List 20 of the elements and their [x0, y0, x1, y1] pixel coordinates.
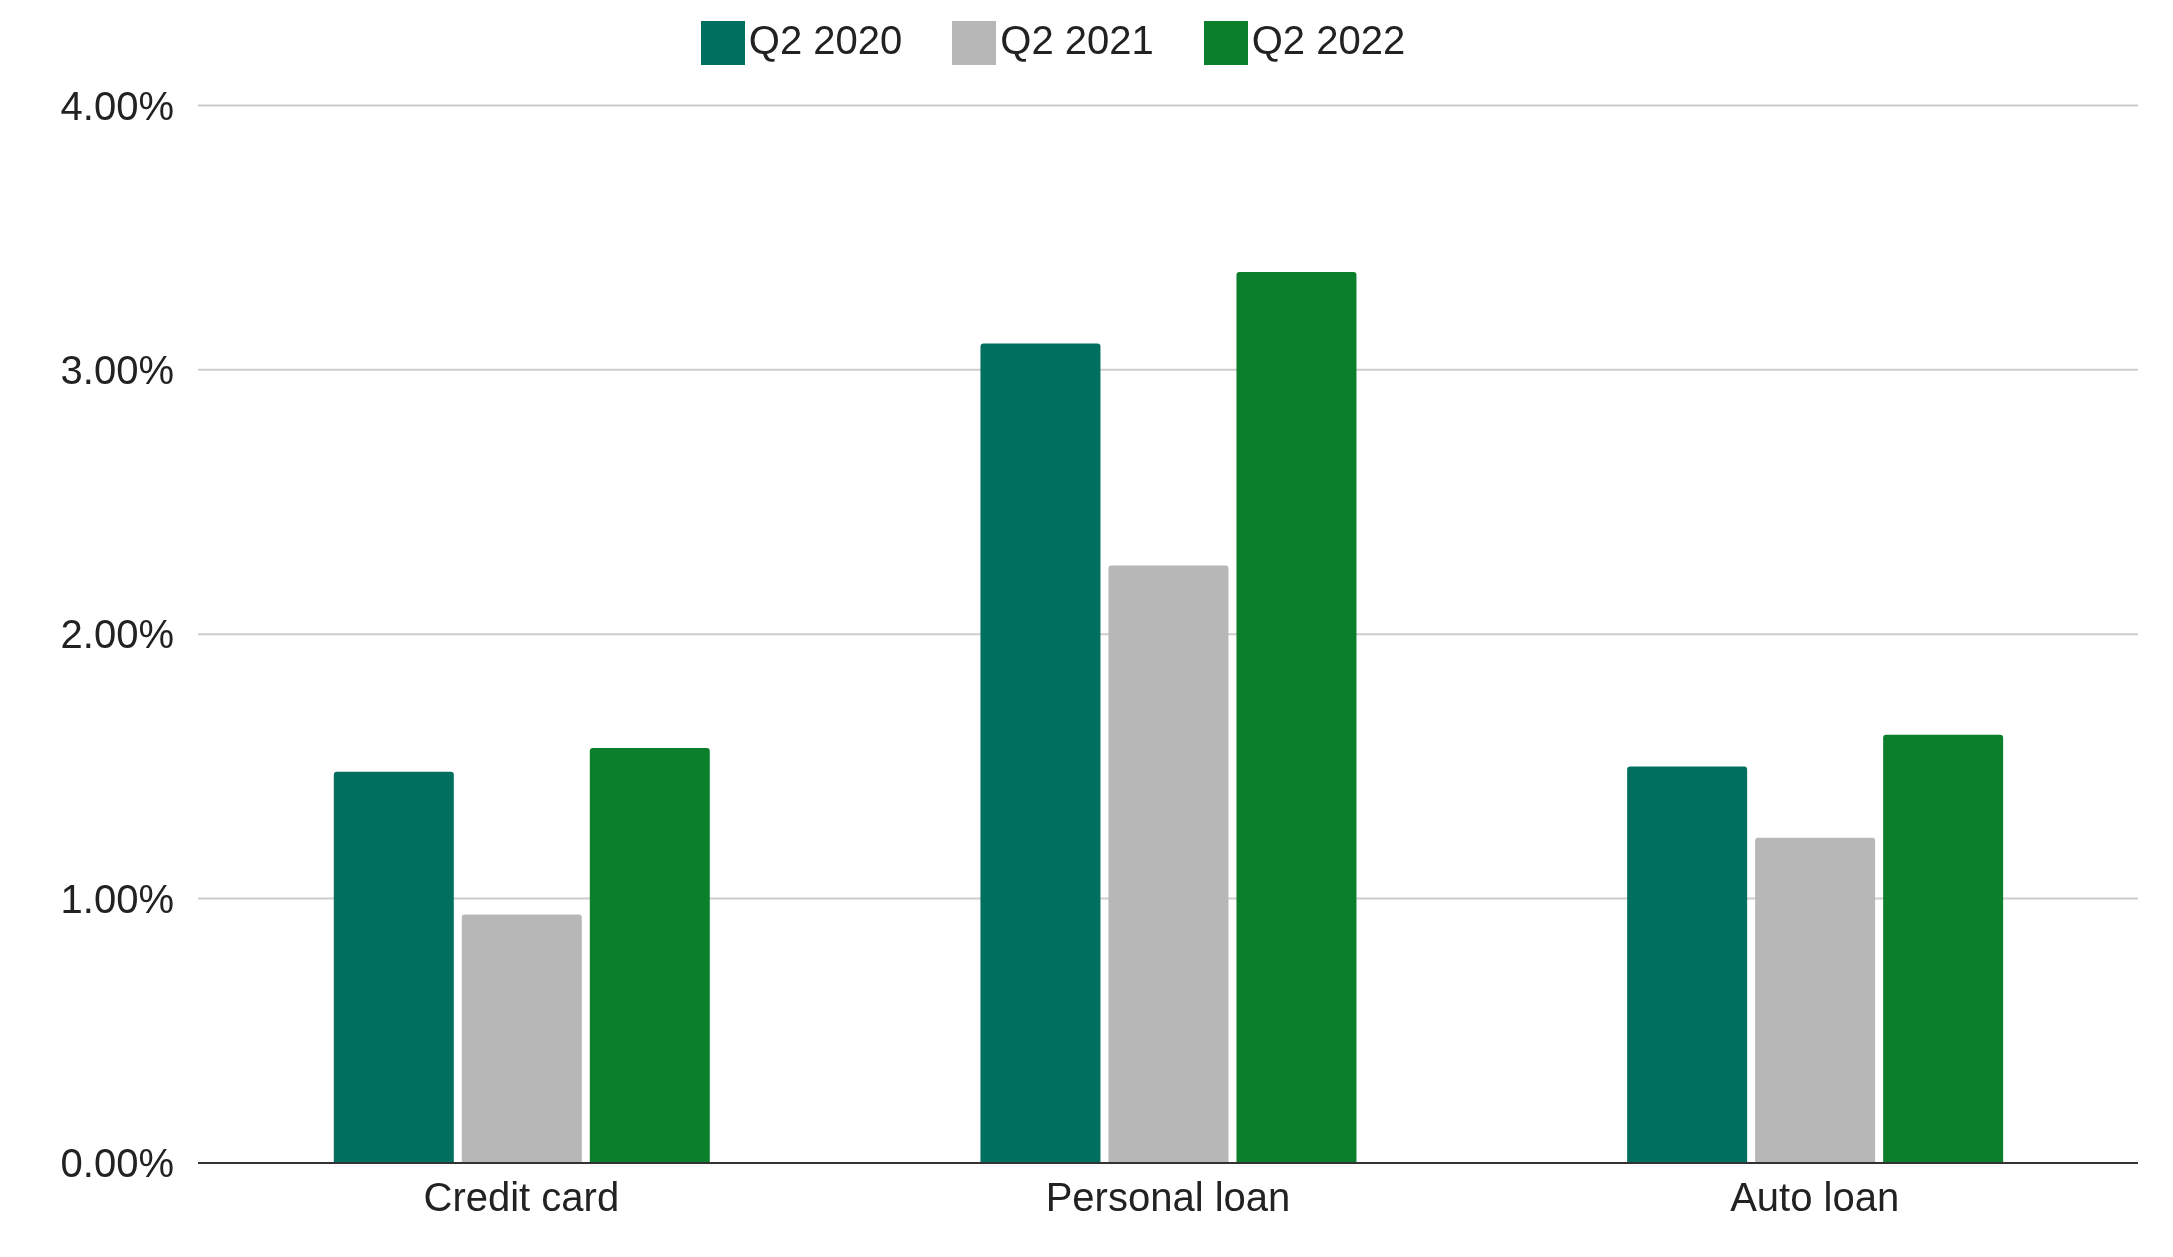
legend-label: Q2 2020	[748, 18, 903, 62]
bar	[1883, 734, 2004, 1163]
x-tick-label: Auto loan	[1730, 1175, 1900, 1220]
bar	[333, 771, 454, 1163]
bar	[461, 914, 582, 1163]
y-tick-label: 2.00%	[60, 612, 174, 657]
legend-label: Q2 2021	[1000, 18, 1154, 62]
y-tick-label: 4.00%	[60, 83, 174, 128]
bar	[1627, 766, 1748, 1163]
y-tick-label: 3.00%	[60, 348, 174, 393]
bar	[980, 343, 1101, 1163]
y-tick-label: 1.00%	[60, 876, 174, 921]
bar	[589, 747, 710, 1163]
bar	[1236, 272, 1357, 1163]
y-tick-label: 0.00%	[60, 1141, 174, 1186]
bar	[1108, 565, 1229, 1163]
bar	[1755, 837, 1876, 1163]
legend-label: Q2 2022	[1251, 18, 1406, 62]
x-tick-label: Credit card	[423, 1175, 620, 1220]
x-tick-label: Personal loan	[1045, 1175, 1291, 1220]
